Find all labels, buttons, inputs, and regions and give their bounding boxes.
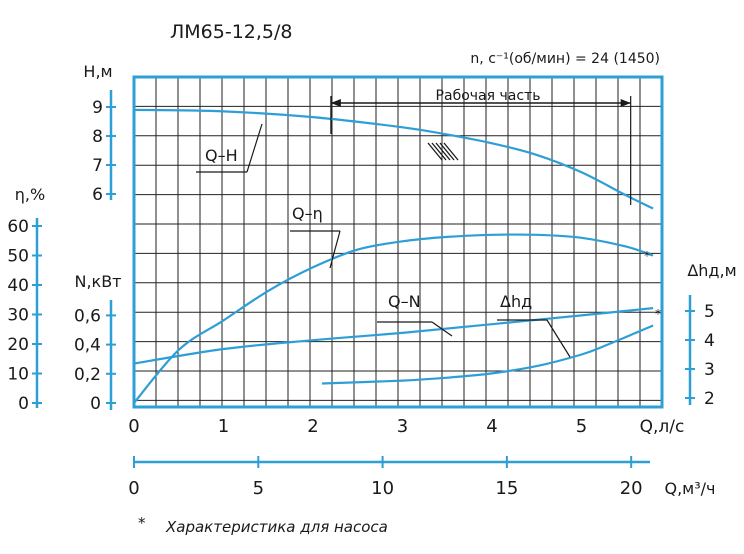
plot-border [132,75,664,409]
y-tick-label-N: 0,4 [74,336,101,356]
series-label-leader [546,319,571,358]
y-tick-label-dh: 5 [704,302,715,322]
x2-axis-label: Q,м³/ч [664,479,715,498]
pump-mark-n: * [655,307,661,321]
curves [133,108,654,404]
y-tick-label-H: 6 [92,185,103,205]
y-tick-label-eta: 30 [7,306,29,326]
limit-hatch-line [439,142,455,161]
series-label-leader [246,123,263,173]
x-tick-label: 0 [128,416,139,437]
series-curve [133,307,654,365]
y-tick-label-eta: 60 [7,217,29,237]
y-tick-label-eta: 40 [7,276,29,296]
y-tick-label-N: 0 [90,394,101,414]
y-tick-label-H: 8 [92,127,103,147]
limit-hatch-line [427,142,443,161]
chart-title: ЛМ65-12,5/8 [170,21,293,43]
labels: ЛМ65-12,5/8 n, c⁻¹(об/мин) = 24 (1450) Р… [138,21,660,536]
limit-hatch-line [435,142,451,161]
working-zone-arrow-left [330,99,341,107]
x-tick-label: 4 [486,416,497,437]
x-axis-label: Q,л/с [640,417,685,437]
x-tick-label: 3 [397,416,408,437]
y-tick-label-N: 0,2 [74,365,101,385]
series-label: Q–N [388,292,421,311]
x-tick-label: 2 [307,416,318,437]
grid [134,77,662,407]
limit-hatch-line [431,142,447,161]
series-label: Q–η [292,204,323,223]
working-zone-arrow-right [620,99,631,107]
x2-tick-label: 0 [128,478,139,499]
x2-tick-label: 5 [253,478,264,499]
limit-hatch-line [443,142,459,161]
y-tick-label-dh: 2 [704,389,715,409]
y-tick-label-H: 7 [92,156,103,176]
footnote-text: Характеристика для насоса [165,518,388,536]
plot-frame [132,75,664,409]
series-label-leader [431,321,453,337]
series-label-leader [329,230,341,269]
y-tick-label-H: 9 [92,98,103,118]
x2-tick-label: 15 [495,478,518,499]
x2-tick-label: 10 [371,478,394,499]
working-zone-label: Рабочая часть [436,88,541,104]
y-tick-label-eta: 50 [7,247,29,267]
series-curve [133,233,654,404]
y-tick-label-N: 0,6 [74,306,101,326]
footnote-mark: * [138,514,146,532]
y-axis-label-N: N,кВт [74,272,121,291]
y-tick-label-eta: 0 [18,394,29,414]
x-tick-label: 5 [576,416,587,437]
series-curve [321,324,654,385]
series-label: Q–H [205,146,238,165]
y-tick-label-eta: 10 [7,365,29,385]
y-tick-label-eta: 20 [7,335,29,355]
series-label: Δhд [500,292,532,311]
y-tick-label-dh: 3 [704,360,715,380]
x2-tick-label: 20 [620,478,643,499]
x-tick-label: 1 [218,416,229,437]
y-axis-label-eta: η,% [15,185,45,204]
y-tick-label-dh: 4 [704,331,715,351]
series-curve [133,108,654,210]
y-axis-label-dh: Δhд,м [687,261,736,280]
speed-label: n, c⁻¹(об/мин) = 24 (1450) [470,51,660,67]
axes: Q–HQ–ηQ–N Δhд**9876Н,м6050403020100η,%0,6… [7,62,736,499]
pump-mark-eta: * [644,249,650,263]
y-axis-label-H: Н,м [83,62,112,81]
